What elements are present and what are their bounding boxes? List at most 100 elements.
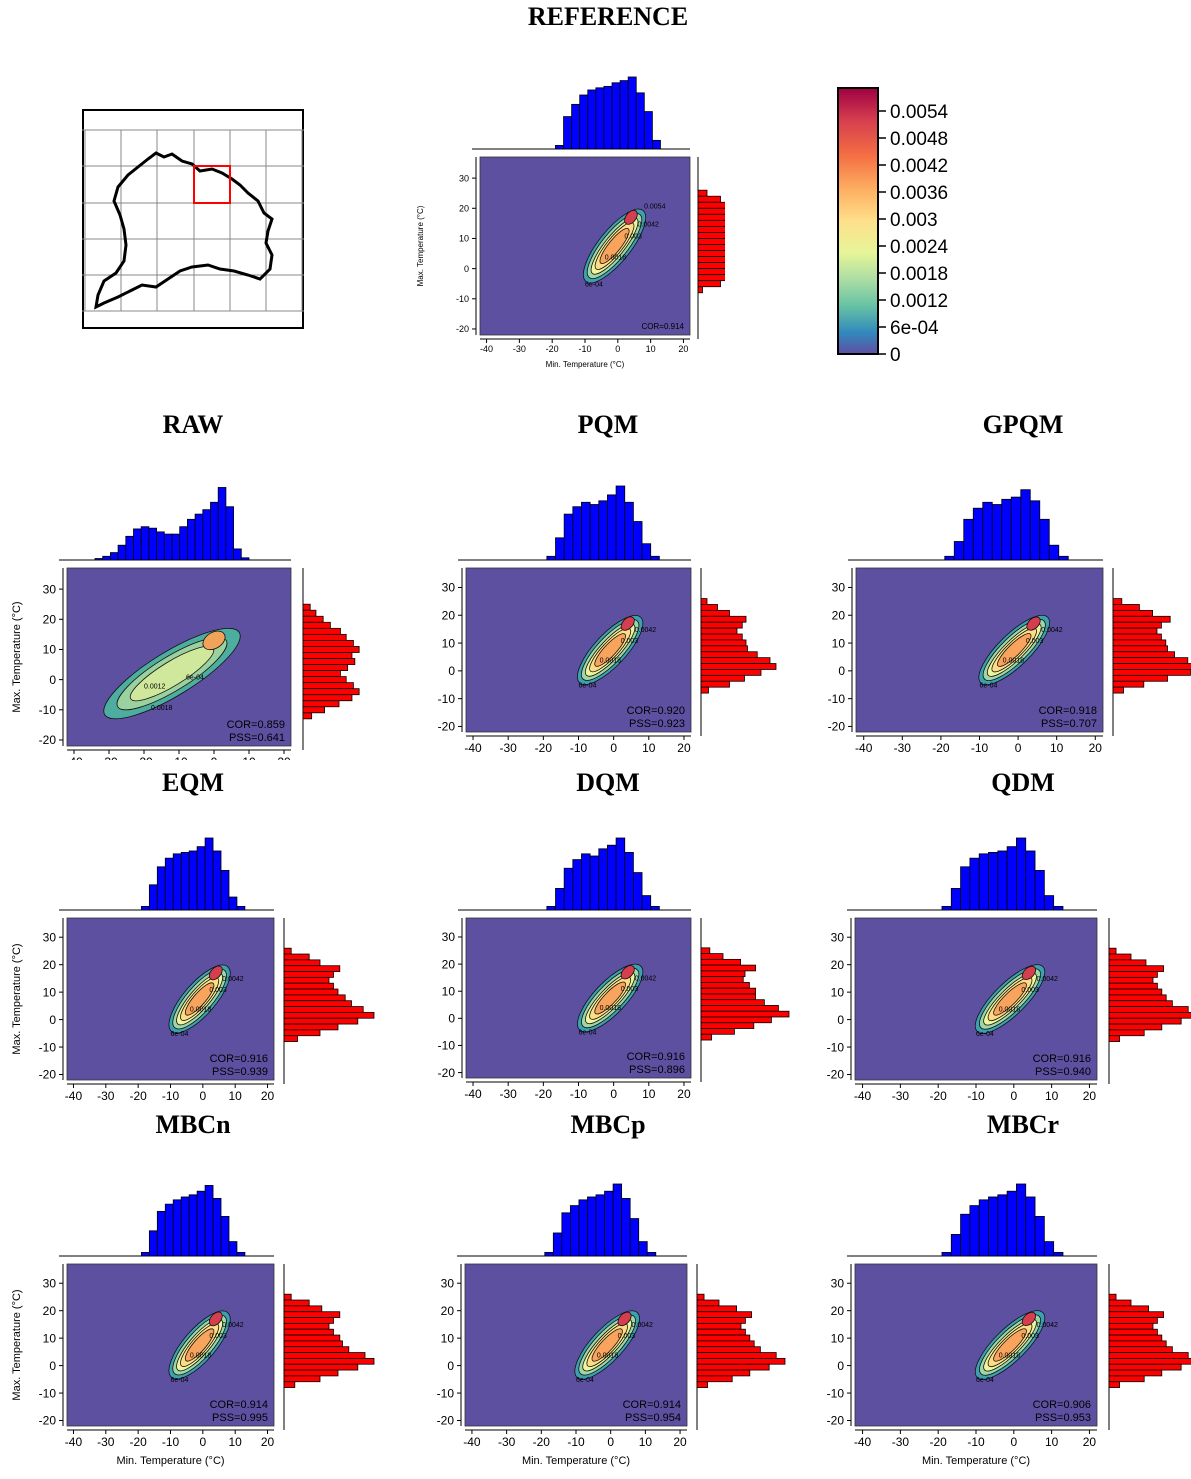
top-histogram-bar <box>632 521 643 561</box>
top-histogram-bar <box>186 518 196 561</box>
right-histogram-bar <box>302 615 324 623</box>
top-histogram-bar <box>561 1212 571 1257</box>
contour-label: 0.0012 <box>144 684 166 691</box>
top-histogram-bar <box>581 853 591 911</box>
top-histogram-bar <box>180 1196 190 1257</box>
axes: -40 -30 -20 -10 0 10 20 30 20 10 0 -10 -20 <box>827 918 1097 1103</box>
right-histogram-bar <box>697 213 748 221</box>
top-histogram-bar <box>982 501 993 561</box>
density-colorbar: 0.0054 0.0048 0.0042 0.0036 0.003 0.0024 0.001… <box>836 86 996 376</box>
right-histogram-bar <box>697 195 721 203</box>
right-histogram-bar <box>697 238 751 245</box>
chart-mbcp-svg: 6e-04 0.0018 0.003 0.0042 -40 -30 -20 -10 0 10 20 3… <box>437 1183 786 1467</box>
panel-pqm: 6e-04 0.0018 0.003 0.0042 -40 -30 -20 -10 0 10 20 3… <box>410 470 800 765</box>
right-histogram-bar <box>700 657 771 664</box>
axes: -40 -30 -20 -10 0 10 20 30 20 10 0 -10 -20 Max. Tempe… <box>11 568 291 769</box>
top-histogram <box>847 1183 1097 1257</box>
y-tick-label: -10 <box>438 1039 456 1053</box>
density-peak <box>617 1311 632 1327</box>
y-tick-label: 10 <box>832 636 846 650</box>
top-histogram-bar <box>102 555 111 561</box>
y-tick-label: 10 <box>43 643 57 657</box>
contour-label: 0.0018 <box>600 658 622 665</box>
top-histogram-bar <box>1029 500 1041 561</box>
density-cloud: 6e-04 0.0018 0.003 0.0042 <box>168 1310 244 1384</box>
colorbar-tick-label: 0.003 <box>890 210 938 231</box>
top-histogram-bar <box>589 855 600 911</box>
right-histogram-bar <box>697 225 748 233</box>
right-histogram-bar <box>696 1311 752 1318</box>
x-tick-label: -40 <box>65 1435 83 1449</box>
stats: COR=0.914 <box>642 322 685 331</box>
top-histogram <box>457 1183 687 1257</box>
top-histogram <box>59 837 274 911</box>
right-histogram-bar <box>1108 982 1158 990</box>
density-contour <box>599 227 630 265</box>
heatmap-frame <box>855 567 1104 733</box>
y-tick-label: -10 <box>827 1040 845 1054</box>
right-histogram-bar <box>700 674 745 682</box>
top-histogram-bar <box>140 1252 150 1257</box>
axes: -40 -30 -20 -10 0 10 20 30 20 10 0 -10 -20 <box>828 568 1103 755</box>
contour-label: 6e-04 <box>585 282 603 289</box>
y-tick-label: 0 <box>837 1359 844 1373</box>
right-histogram <box>283 918 375 1084</box>
top-histogram-bar <box>204 837 214 911</box>
right-histogram <box>302 568 360 750</box>
axes: -40 -30 -20 -10 0 10 20 30 20 10 0 -10 -20 Max. Tempe… <box>416 157 690 369</box>
right-histogram-bar <box>302 688 360 696</box>
right-histogram-bar <box>302 627 341 635</box>
chart-mbcr-svg: 6e-04 0.0018 0.003 0.0042 -40 -30 -20 -10 0 10 20 3… <box>827 1183 1191 1467</box>
right-histogram-bar <box>697 189 708 197</box>
contour-label: 6e-04 <box>976 1377 994 1384</box>
right-histogram-bar <box>302 646 360 653</box>
density-contour <box>997 633 1032 667</box>
title-eqm: EQM <box>161 768 225 797</box>
right-histogram-bar <box>1112 674 1168 682</box>
y-tick-label: -10 <box>827 1386 845 1400</box>
x-axis-label: Min. Temperature (°C) <box>522 1455 630 1467</box>
y-tick-label: 0 <box>49 1359 56 1373</box>
right-histogram-bar <box>1108 1023 1163 1031</box>
y-tick-label: 30 <box>832 581 846 595</box>
pss-value: PSS=0.954 <box>625 1412 681 1424</box>
contour-label: 6e-04 <box>186 675 204 682</box>
y-tick-label: 10 <box>459 234 469 244</box>
right-histogram-bar <box>302 664 349 671</box>
x-tick-label: -20 <box>129 1089 147 1103</box>
right-histogram-bar <box>700 1033 712 1041</box>
top-histogram-bar <box>991 504 1003 561</box>
y-tick-label: 10 <box>43 1331 57 1345</box>
x-tick-label: 20 <box>677 741 691 755</box>
top-histogram-bar <box>240 557 250 561</box>
right-histogram-bar <box>700 976 744 983</box>
y-tick-label: -20 <box>827 1414 845 1428</box>
x-tick-label: -20 <box>930 1089 948 1103</box>
right-histogram-bar <box>1108 971 1158 978</box>
x-axis-label: Min. Temperature (°C) <box>546 360 625 369</box>
y-tick-label: 20 <box>43 958 57 972</box>
right-histogram-bar <box>1108 1363 1182 1371</box>
top-histogram-bar <box>944 555 955 561</box>
heatmap-frame <box>66 917 275 1081</box>
right-histogram-bar <box>302 621 331 629</box>
right-histogram-bar <box>1112 615 1171 623</box>
x-tick-label: 0 <box>1015 741 1022 755</box>
density-cloud: 6e-04 0.0018 0.003 0.0042 <box>168 964 244 1038</box>
density-cloud: 6e-04 0.0018 0.003 0.0042 0.0054 <box>583 203 666 289</box>
y-tick-label: 30 <box>831 1276 845 1290</box>
top-histogram-bar <box>612 1183 623 1257</box>
right-histogram <box>700 568 777 736</box>
top-histogram-bar <box>1025 1196 1036 1257</box>
top-histogram-bar <box>1025 850 1036 911</box>
right-histogram-bar <box>1108 1311 1164 1318</box>
top-histogram-bar <box>988 1196 999 1257</box>
axes: -40 -30 -20 -10 0 10 20 30 20 10 0 -10 -20 Max. Tempe… <box>11 1264 275 1467</box>
top-histogram-bar <box>615 837 626 911</box>
cor-value: COR=0.906 <box>1033 1399 1091 1411</box>
top-histogram-bar <box>581 501 591 561</box>
top-histogram-bar <box>589 504 600 561</box>
density-contour <box>184 1328 215 1362</box>
contour-label: 0.003 <box>621 986 639 993</box>
axes: -40 -30 -20 -10 0 10 20 30 20 10 0 -10 -20 Min. Tempe… <box>437 1264 687 1467</box>
